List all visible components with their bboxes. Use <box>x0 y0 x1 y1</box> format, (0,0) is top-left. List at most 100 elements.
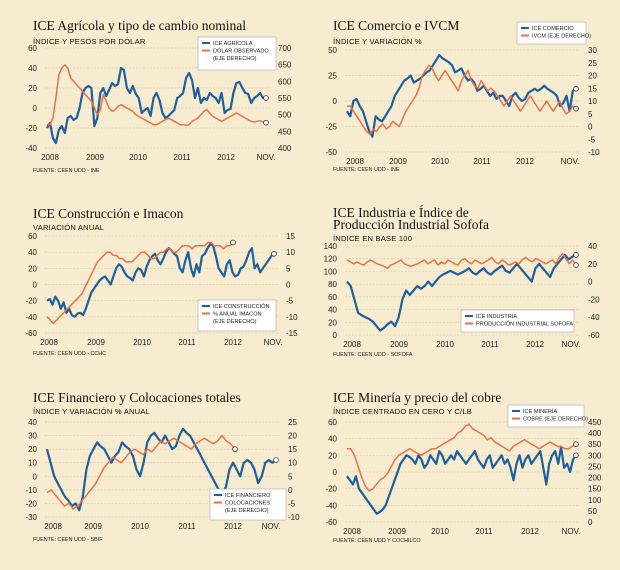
y-tick-right: -10 <box>588 148 600 157</box>
y-tick-left: 0 <box>333 468 338 477</box>
legend-label: ICE CONSTRUCCIÓN <box>213 303 270 310</box>
chart-panel-1: ICE Agrícola y tipo de cambio nominal ÍND… <box>25 18 291 174</box>
y-tick-right: 25 <box>288 418 297 427</box>
y-tick-right: 10 <box>286 248 295 257</box>
legend-label: PRODUCCIÓN INDUSTRIAL SOFOFA <box>476 321 573 328</box>
chart-panel-3: ICE Construcción e Imacon VARIACIÓN ANUAL… <box>25 206 298 357</box>
y-tick-right: 20 <box>288 432 297 441</box>
y-tick-right: 600 <box>278 77 292 86</box>
chart-panel-6: ICE Minería y precio del cobre ÍNDICE CEN… <box>325 390 601 544</box>
chart-title: ICE Minería y precio del cobre <box>333 390 501 405</box>
series-end-marker <box>273 457 279 463</box>
y-tick-right: 20 <box>588 260 597 269</box>
y-tick-right: -60 <box>588 331 600 340</box>
legend-label: ICE COMERCIO <box>532 26 574 32</box>
x-tick-label: 2008 <box>44 522 62 531</box>
y-tick-left: 80 <box>328 280 337 289</box>
y-tick-left: -40 <box>325 501 337 510</box>
x-tick-label: 2011 <box>481 340 499 349</box>
series-end-marker <box>573 262 579 268</box>
y-tick-right: 250 <box>588 462 602 471</box>
y-tick-right: -15 <box>286 329 298 338</box>
chart-subtitle: ÍNDICE Y VARIACIÓN % ANUAL <box>33 407 150 416</box>
x-tick-label: 2011 <box>473 157 491 166</box>
y-tick-right: -5 <box>588 135 596 144</box>
legend-label: ICE FINANCIERO <box>225 493 271 499</box>
series-end-marker <box>263 119 269 126</box>
y-tick-left: 60 <box>28 44 37 53</box>
series-end-marker <box>230 239 236 246</box>
x-tick-label: 2008 <box>41 153 59 162</box>
y-tick-right: 100 <box>588 496 602 505</box>
chart-panel-5: ICE Financiero y Colocaciones totales ÍND… <box>25 390 300 543</box>
x-tick-label: 2011 <box>178 522 196 531</box>
y-tick-left: 0 <box>33 472 38 481</box>
y-tick-right: 300 <box>588 451 602 460</box>
y-tick-left: -60 <box>25 329 37 338</box>
series-end-marker <box>573 252 579 258</box>
y-tick-left: 40 <box>28 418 37 427</box>
x-tick-label: 2009 <box>84 522 102 531</box>
x-tick-label: NOV. <box>264 338 283 347</box>
y-tick-left: 140 <box>324 242 338 251</box>
y-tick-right: 10 <box>288 459 297 468</box>
x-tick-label: 2012 <box>224 522 242 531</box>
y-tick-left: 30 <box>28 432 37 441</box>
x-tick-label: 2009 <box>388 527 406 536</box>
series-line-1 <box>346 53 577 138</box>
series-line-2 <box>347 423 577 492</box>
series-end-marker <box>271 250 277 257</box>
y-tick-left: 40 <box>328 435 337 444</box>
x-tick-label: NOV. <box>262 522 281 531</box>
y-tick-right: -5 <box>288 499 296 508</box>
x-tick-label: 2011 <box>173 153 191 162</box>
chart-subtitle: ÍNDICE EN BASE 100 <box>333 234 412 243</box>
y-tick-left: 20 <box>328 451 337 460</box>
chart-source: FUENTE: CEEN UDD - SBIF <box>33 537 103 543</box>
y-tick-left: -60 <box>325 518 337 527</box>
y-tick-right: 0 <box>288 486 293 495</box>
legend-box <box>197 299 277 332</box>
chart-title: Producción Industrial Sofofa <box>333 217 489 232</box>
series-end-marker <box>573 441 579 448</box>
y-tick-left: 10 <box>28 459 37 468</box>
chart-title: ICE Construcción e Imacon <box>33 206 184 221</box>
x-tick-label: NOV. <box>561 157 580 166</box>
x-tick-label: 2010 <box>436 340 454 349</box>
y-tick-left: 0 <box>333 331 338 340</box>
y-tick-left: 50 <box>328 46 337 55</box>
x-tick-label: 2010 <box>131 522 149 531</box>
y-tick-right: 200 <box>588 474 602 483</box>
series-end-marker <box>573 452 579 459</box>
y-tick-right: -5 <box>286 297 294 306</box>
y-tick-right: 5 <box>588 110 593 119</box>
series-line-1 <box>346 445 577 515</box>
series-line-2 <box>347 64 577 135</box>
y-tick-right: 700 <box>278 44 292 53</box>
chart-title: ICE Industria e Índice de <box>333 205 469 220</box>
y-tick-left: 20 <box>28 264 37 273</box>
y-tick-left: 25 <box>328 72 337 81</box>
y-tick-right: 650 <box>278 61 292 70</box>
series-end-marker <box>263 95 269 101</box>
y-tick-left: 60 <box>328 293 337 302</box>
x-tick-label: 2012 <box>521 527 539 536</box>
x-tick-label: 2008 <box>343 340 361 349</box>
chart-subtitle: VARIACIÓN ANUAL <box>33 223 104 232</box>
x-tick-label: 2012 <box>224 338 242 347</box>
x-tick-label: 2010 <box>431 157 449 166</box>
legend-label: (EJE DERECHO) <box>225 508 269 514</box>
y-tick-right: 0 <box>588 278 593 287</box>
x-tick-label: 2008 <box>343 527 361 536</box>
y-tick-left: 40 <box>328 306 337 315</box>
x-tick-label: 2010 <box>431 527 449 536</box>
series-line-1 <box>46 66 266 145</box>
legend-box <box>507 404 585 428</box>
legend-label: IVCM (EJE DERECHO) <box>532 34 591 40</box>
series-line-2 <box>46 434 236 510</box>
legend-label: (EJE DERECHO) <box>213 319 257 325</box>
y-tick-left: 40 <box>28 64 37 73</box>
series-end-marker <box>573 105 579 112</box>
y-tick-right: 350 <box>588 440 602 449</box>
legend-box <box>460 309 575 333</box>
